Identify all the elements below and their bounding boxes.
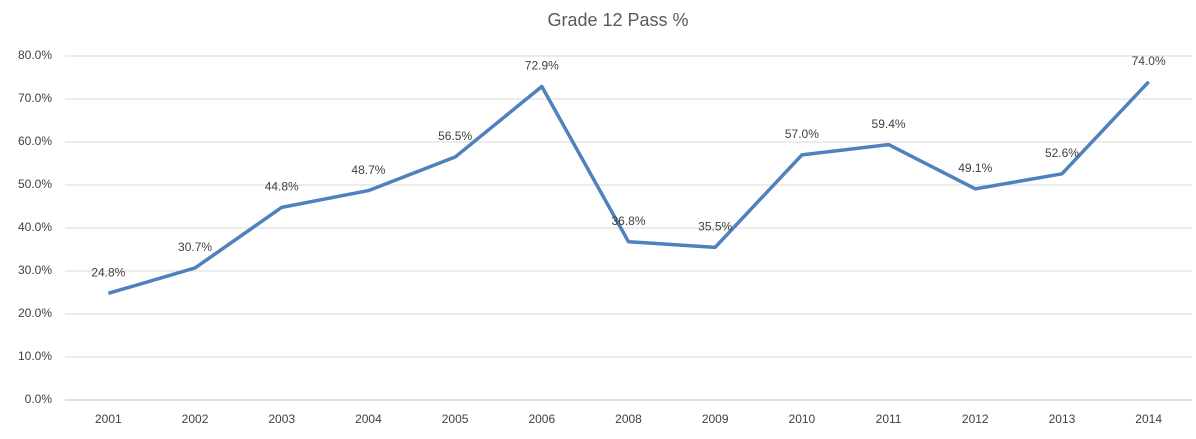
- data-label: 30.7%: [178, 240, 212, 254]
- y-tick-label: 70.0%: [18, 91, 52, 105]
- y-tick-label: 80.0%: [18, 48, 52, 62]
- data-label: 48.7%: [351, 163, 385, 177]
- data-label: 72.9%: [525, 59, 559, 73]
- y-tick-label: 10.0%: [18, 349, 52, 363]
- data-line: [107, 80, 1150, 296]
- y-tick-label: 50.0%: [18, 177, 52, 191]
- x-tick-label: 2008: [615, 412, 642, 426]
- data-label: 49.1%: [958, 161, 992, 175]
- x-tick-label: 2013: [1049, 412, 1076, 426]
- x-tick-label: 2005: [442, 412, 469, 426]
- data-label: 36.8%: [611, 214, 645, 228]
- x-tick-label: 2003: [268, 412, 295, 426]
- data-label: 59.4%: [872, 117, 906, 131]
- y-tick-label: 30.0%: [18, 263, 52, 277]
- chart-title: Grade 12 Pass %: [547, 10, 688, 30]
- x-tick-label: 2002: [182, 412, 209, 426]
- x-tick-label: 2012: [962, 412, 989, 426]
- data-label: 35.5%: [698, 220, 732, 234]
- data-label: 56.5%: [438, 129, 472, 143]
- x-tick-label: 2001: [95, 412, 122, 426]
- x-tick-label: 2010: [789, 412, 816, 426]
- x-tick-label: 2004: [355, 412, 382, 426]
- x-tick-label: 2014: [1135, 412, 1162, 426]
- y-tick-label: 40.0%: [18, 220, 52, 234]
- data-label: 57.0%: [785, 127, 819, 141]
- y-tick-label: 20.0%: [18, 306, 52, 320]
- data-label: 24.8%: [91, 266, 125, 280]
- data-label: 74.0%: [1132, 54, 1166, 68]
- data-label: 52.6%: [1045, 146, 1079, 160]
- x-tick-label: 2006: [528, 412, 555, 426]
- y-tick-label: 0.0%: [25, 392, 53, 406]
- x-tick-label: 2011: [876, 412, 902, 426]
- y-tick-label: 60.0%: [18, 134, 52, 148]
- data-label: 44.8%: [265, 180, 299, 194]
- x-tick-label: 2009: [702, 412, 729, 426]
